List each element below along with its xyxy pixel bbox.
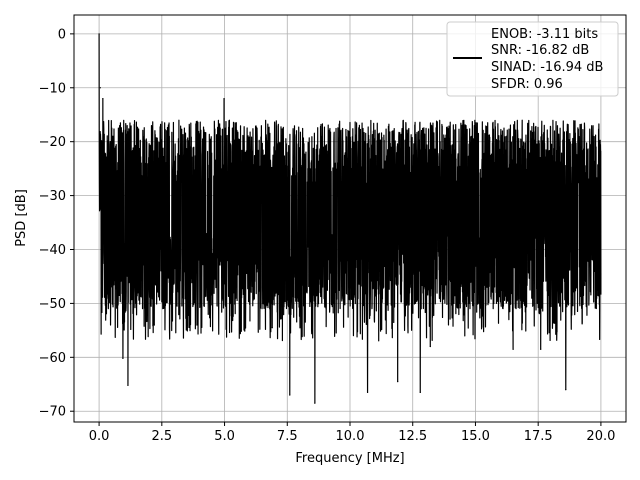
y-tick-label: −40: [39, 243, 66, 258]
x-tick-label: 7.5: [277, 429, 298, 444]
deep-dip-point: [207, 313, 209, 315]
legend-enob: ENOB: -3.11 bits: [491, 27, 598, 42]
deep-dip-point: [512, 348, 514, 350]
x-tick-label: 17.5: [524, 429, 553, 444]
y-tick-label: −10: [39, 81, 66, 96]
spur-peak-point: [223, 97, 225, 100]
y-tick-label: −70: [39, 405, 66, 420]
deep-dip-point: [314, 402, 316, 404]
x-tick-label: 10.0: [336, 429, 365, 444]
legend: ENOB: -3.11 bits SNR: -16.82 dB SINAD: -…: [446, 21, 619, 97]
y-tick-label: 0: [58, 27, 66, 42]
deep-dip-point: [122, 357, 124, 359]
deep-dip-point: [271, 327, 273, 329]
plot-frame: [73, 14, 627, 423]
y-axis-title: PSD [dB]: [14, 189, 29, 247]
y-tick-label: −20: [39, 135, 66, 150]
deep-dip-point: [127, 384, 129, 386]
x-tick-label: 0.0: [89, 429, 110, 444]
x-axis-title: Frequency [MHz]: [295, 451, 404, 466]
data-layer: [98, 33, 602, 404]
deep-dip-point: [366, 391, 369, 393]
y-tick-label: −30: [39, 189, 66, 204]
deep-dip-point: [540, 348, 542, 350]
deep-dip-point: [429, 345, 431, 348]
x-tick-label: 12.5: [398, 429, 427, 444]
y-tick-label: −60: [39, 351, 66, 366]
deep-dip-point: [196, 324, 198, 326]
deep-dip-point: [289, 394, 291, 396]
spur-peak-point: [102, 97, 104, 100]
spur-peak-point: [98, 33, 100, 35]
deep-dip-point: [153, 324, 155, 326]
psd-series-line: [98, 33, 602, 404]
deep-dip-point: [419, 391, 421, 393]
x-tick-label: 2.5: [151, 429, 172, 444]
spur-peak-point: [99, 87, 101, 89]
x-tick-label: 15.0: [461, 429, 490, 444]
x-tick-label: 20.0: [586, 429, 615, 444]
legend-snr: SNR: -16.82 dB: [491, 43, 589, 58]
deep-dip-point: [565, 389, 567, 391]
axes: 0.0 2.5 5.0 7.5 10.0 12.5 15.0 17.5 20.0 0 −10 −20 −…: [39, 27, 616, 444]
legend-sfdr: SFDR: 0.96: [491, 77, 563, 92]
deep-dip-point: [397, 380, 399, 383]
x-tick-label: 5.0: [214, 429, 235, 444]
legend-box: [446, 21, 619, 97]
legend-sinad: SINAD: -16.94 dB: [491, 60, 603, 75]
y-tick-label: −50: [39, 297, 66, 312]
